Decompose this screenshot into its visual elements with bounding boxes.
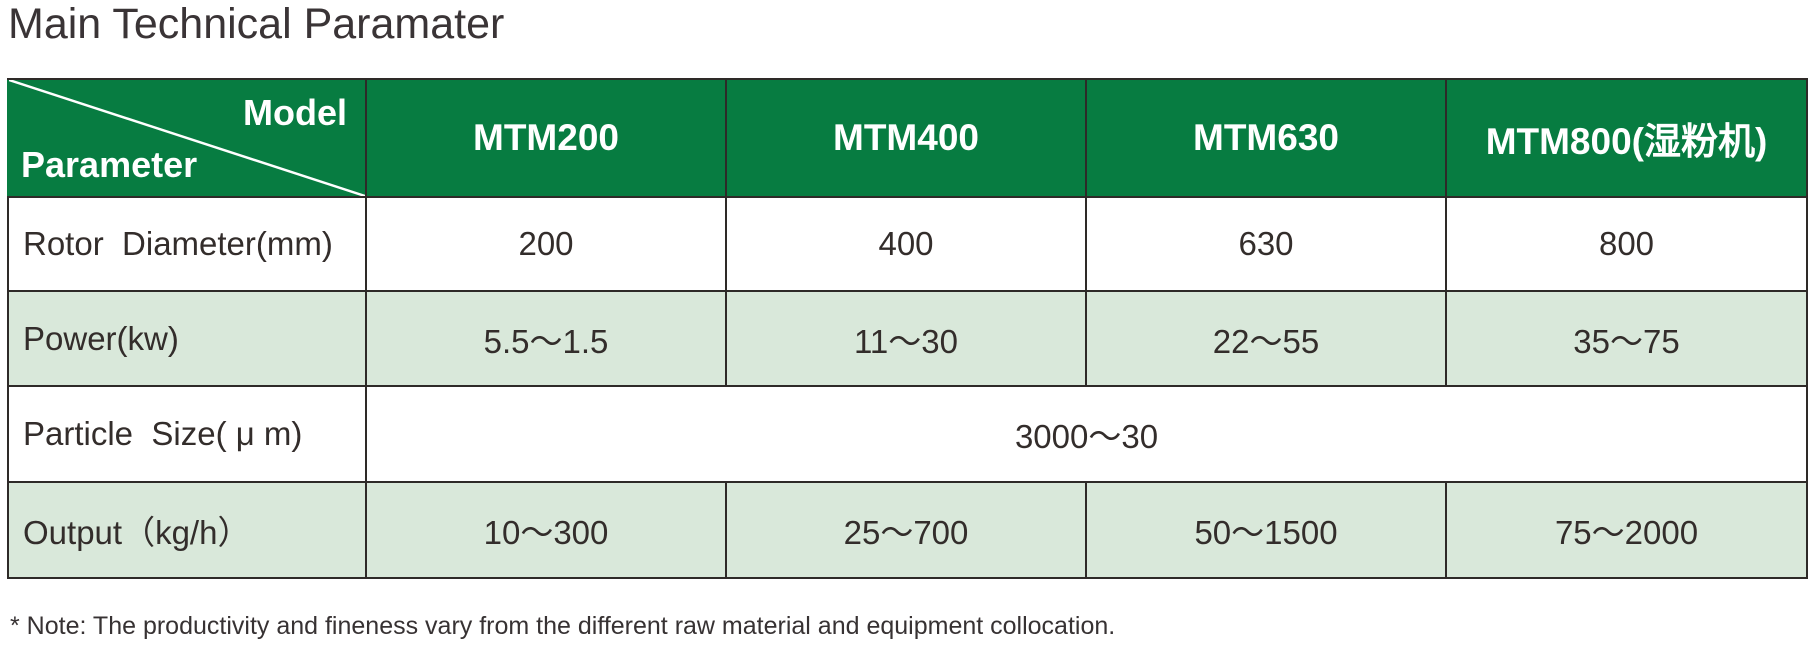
row-label: Output（kg/h） [7,481,367,579]
cell-value: 630 [1085,196,1447,292]
corner-parameter-label: Parameter [21,144,198,185]
table-row-power: Power(kw) 5.5～1.5 11～30 22～55 35～75 [7,290,1808,387]
column-header-mtm800: MTM800(湿粉机) [1445,78,1808,198]
column-header-mtm200: MTM200 [365,78,727,198]
cell-value: 22～55 [1085,290,1447,387]
cell-value: 11～30 [725,290,1087,387]
cell-value-merged: 3000～30 [365,385,1808,483]
corner-cell: Model Parameter [7,78,367,198]
row-label: Particle Size( μ m) [7,385,367,483]
column-header-mtm400: MTM400 [725,78,1087,198]
cell-value: 800 [1445,196,1808,292]
cell-value: 25～700 [725,481,1087,579]
header-row: Model Parameter MTM200 MTM400 MTM630 MTM… [7,78,1808,198]
footnote: * Note: The productivity and fineness va… [10,612,1116,640]
row-label: Rotor Diameter(mm) [7,196,367,292]
table-row-rotor-diameter: Rotor Diameter(mm) 200 400 630 800 [7,196,1808,292]
cell-value: 50～1500 [1085,481,1447,579]
diagonal-divider-line [10,81,364,195]
page-title: Main Technical Paramater [8,0,505,48]
table-row-particle-size: Particle Size( μ m) 3000～30 [7,385,1808,483]
column-header-mtm630: MTM630 [1085,78,1447,198]
cell-value: 400 [725,196,1087,292]
cell-value: 75～2000 [1445,481,1808,579]
corner-model-label: Model [243,92,347,133]
technical-parameters-table: Model Parameter MTM200 MTM400 MTM630 MTM… [7,78,1808,579]
cell-value: 10～300 [365,481,727,579]
table-row-output: Output（kg/h） 10～300 25～700 50～1500 75～20… [7,481,1808,579]
cell-value: 200 [365,196,727,292]
cell-value: 5.5～1.5 [365,290,727,387]
row-label: Power(kw) [7,290,367,387]
cell-value: 35～75 [1445,290,1808,387]
